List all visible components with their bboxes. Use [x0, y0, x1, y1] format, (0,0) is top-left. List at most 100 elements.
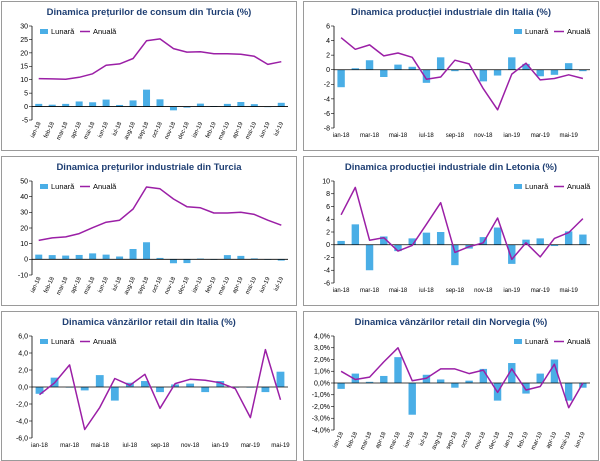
legend-swatch-lunara	[40, 184, 48, 189]
x-tick-label: iun-18	[404, 431, 417, 449]
bar-lunara	[183, 259, 191, 264]
bar-lunara	[156, 257, 164, 260]
x-tick-label: mar-18	[56, 121, 70, 141]
x-tick-label: dec-18	[178, 276, 191, 296]
y-tick-label: 30	[20, 210, 28, 217]
chart-svg: Dinamica vânzărilor retail din Italia (%…	[16, 317, 290, 449]
y-tick-label: -4	[324, 96, 330, 103]
x-tick-label: ian-19	[503, 133, 520, 139]
legend-swatch-lunara	[40, 29, 48, 34]
x-tick-label: oct-18	[151, 121, 164, 139]
y-tick-label: 6	[326, 204, 330, 211]
bar-lunara	[564, 231, 573, 245]
legend: Lunară Anuală	[514, 182, 591, 191]
x-tick-label: iun-19	[259, 276, 272, 294]
chart-panel-norway-retail: Dinamica vânzărilor retail din Norvegia …	[303, 311, 599, 461]
bar-lunara	[436, 379, 445, 383]
y-tick-label: 8	[326, 191, 330, 198]
x-tick-label: ian-18	[332, 431, 345, 449]
y-tick-label: -2	[324, 82, 330, 89]
x-tick-label: mai-18	[389, 431, 402, 451]
y-tick-label: 0	[326, 242, 330, 249]
legend-label-lunara: Lunară	[525, 337, 549, 346]
y-tick-label: 4	[326, 217, 330, 224]
bar-lunara	[276, 371, 285, 387]
bar-lunara	[536, 373, 544, 383]
bar-lunara	[451, 244, 459, 266]
x-tick-label: sep-18	[137, 276, 150, 296]
y-tick-label: 10	[322, 178, 330, 185]
bar-lunara	[143, 89, 151, 107]
x-tick-label: feb-19	[205, 276, 218, 295]
x-tick-label: iun-18	[97, 276, 110, 294]
bar-lunara	[261, 387, 270, 393]
legend-swatch-lunara	[514, 29, 522, 34]
bar-lunara	[479, 368, 488, 383]
bar-lunara	[201, 387, 210, 393]
bar-lunara	[408, 383, 416, 415]
bar-lunara	[351, 373, 360, 383]
chart-title: Dinamica prețurilor industriale din Turc…	[56, 162, 242, 173]
y-tick-label: 2,0%	[314, 357, 330, 364]
y-tick-label: -5	[22, 117, 28, 124]
bar-lunara	[35, 254, 43, 260]
bar-lunara	[89, 253, 97, 260]
x-tick-label: iun-19	[259, 121, 272, 139]
bar-lunara	[277, 259, 285, 261]
x-tick-label: mai-19	[245, 121, 258, 141]
bar-lunara	[465, 380, 473, 383]
chart-svg: Dinamica prețurilor industriale din Turc…	[18, 162, 288, 296]
bar-lunara	[186, 383, 195, 387]
bar-lunara	[508, 57, 516, 70]
y-tick-label: -8	[324, 125, 330, 132]
y-tick-label: 30	[20, 23, 28, 30]
bar-lunara	[493, 227, 502, 245]
bar-lunara	[451, 69, 459, 72]
x-tick-label: mai-19	[559, 133, 578, 139]
bar-lunara	[35, 103, 43, 107]
x-tick-label: mar-19	[218, 276, 232, 296]
legend: Lunară Anuală	[40, 27, 117, 36]
y-tick-label: 0,0%	[314, 380, 330, 387]
legend: Lunară Anuală	[514, 27, 591, 36]
y-tick-label: 0,0	[18, 384, 28, 391]
bar-lunara	[365, 244, 374, 271]
x-tick-label: feb-18	[347, 431, 360, 450]
bar-lunara	[116, 256, 124, 260]
x-tick-label: nov-18	[474, 133, 493, 139]
x-tick-label: iul-18	[112, 276, 124, 292]
x-tick-label: iul-18	[419, 133, 434, 139]
bar-lunara	[223, 103, 231, 107]
bar-lunara	[479, 69, 488, 82]
bar-lunara	[493, 69, 502, 76]
x-tick-label: mai-18	[389, 133, 408, 139]
bar-lunara	[62, 255, 70, 260]
y-tick-label: 5	[24, 91, 28, 98]
x-tick-label: nov-18	[164, 121, 177, 141]
x-tick-label: aug-18	[431, 431, 445, 451]
bar-lunara	[564, 383, 573, 401]
x-tick-label: ian-19	[192, 276, 205, 294]
x-tick-label: mai-18	[83, 276, 96, 296]
x-tick-label: sep-18	[151, 443, 170, 449]
bar-lunara	[550, 359, 559, 383]
x-tick-label: apr-19	[232, 121, 245, 140]
bar-lunara	[129, 100, 137, 107]
bar-lunara	[380, 236, 388, 245]
bar-lunara	[48, 104, 56, 107]
bar-lunara	[250, 104, 258, 107]
chart-panel-italy-industrial: Dinamica producției industriale din Ital…	[303, 1, 599, 151]
y-tick-label: 10	[20, 241, 28, 248]
x-tick-label: apr-18	[70, 121, 83, 140]
bar-lunara	[337, 240, 345, 245]
x-tick-label: oct-18	[151, 276, 164, 294]
x-tick-label: ian-19	[212, 443, 229, 449]
x-tick-label: feb-19	[517, 431, 530, 450]
x-tick-label: mai-18	[91, 443, 110, 449]
y-tick-label: -6	[324, 111, 330, 118]
bar-lunara	[143, 242, 151, 260]
bar-lunara	[129, 248, 137, 260]
x-tick-label: mai-18	[83, 121, 96, 141]
x-tick-label: nov-18	[181, 443, 200, 449]
x-tick-label: mar-19	[531, 288, 551, 294]
